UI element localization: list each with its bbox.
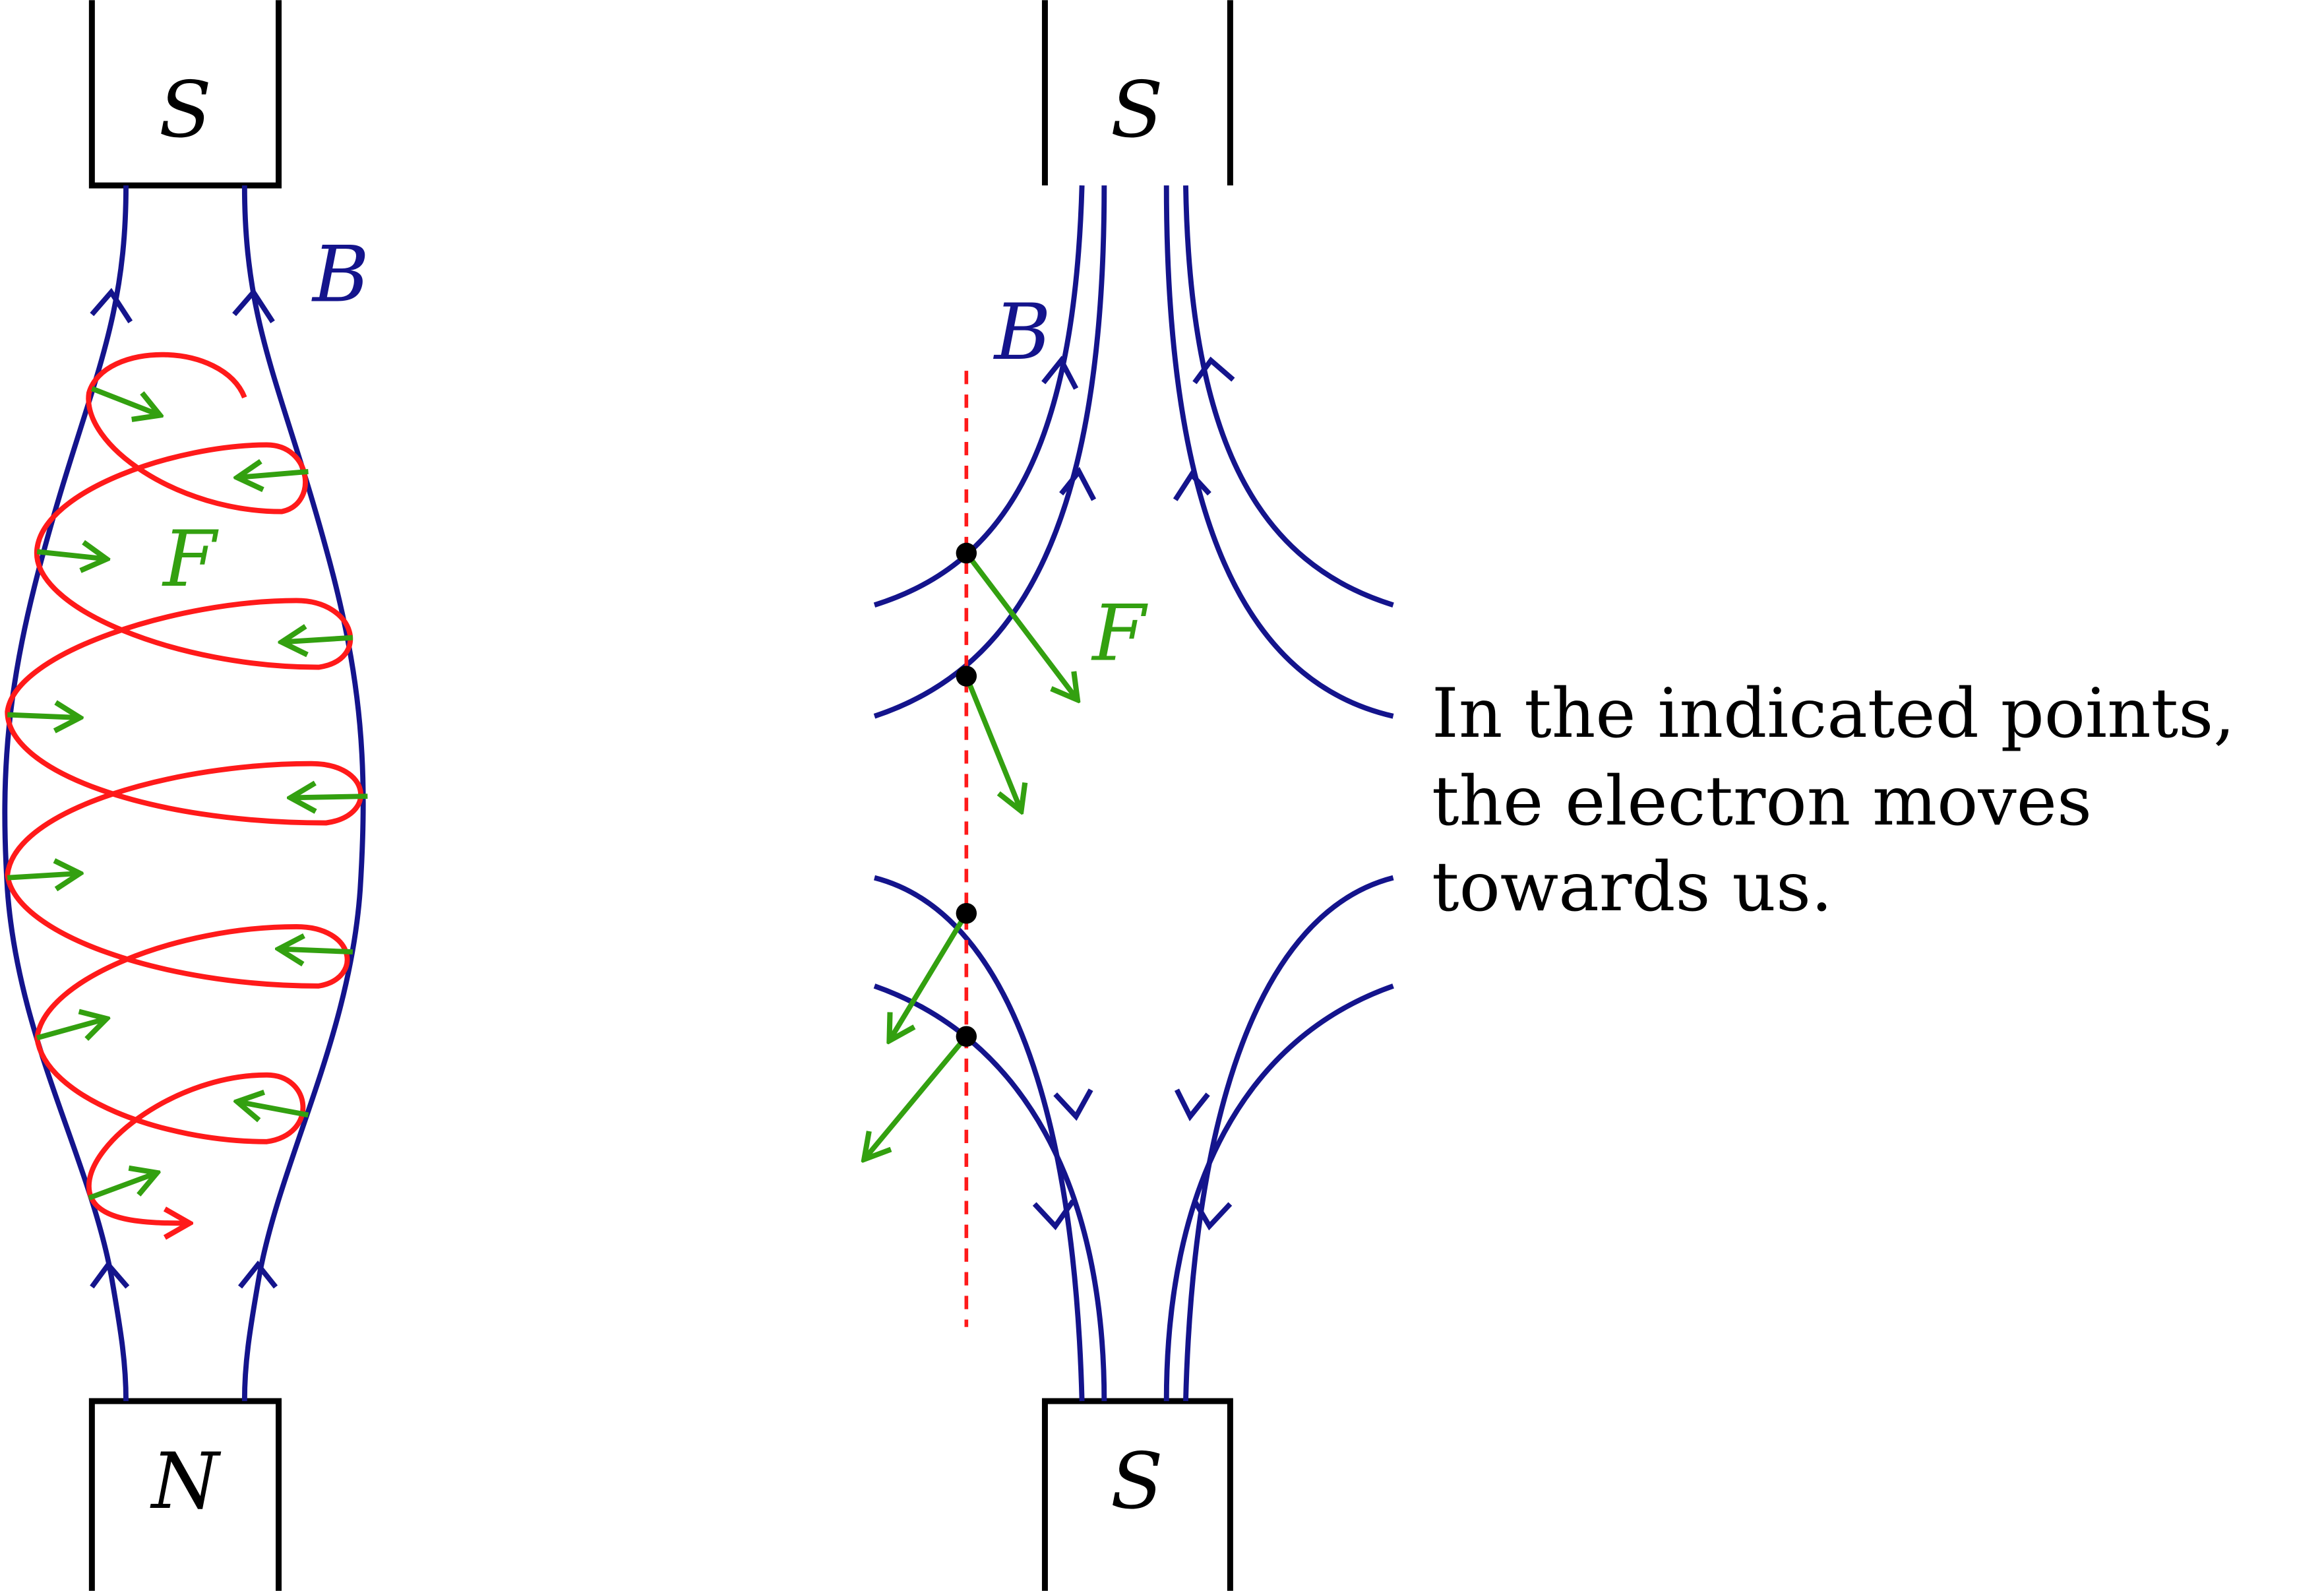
field-label: B <box>311 230 369 319</box>
top-magnet-s <box>1041 0 1233 186</box>
force-vectors <box>7 386 368 1201</box>
field-label: B <box>993 288 1051 377</box>
field-direction-arrows <box>90 288 278 1289</box>
explanatory-note: In the indicated points, the electron mo… <box>1432 674 2235 927</box>
bottom-magnet-n <box>88 1398 282 1591</box>
field-direction-arrows <box>1032 356 1235 1231</box>
force-vectors <box>864 551 1078 1160</box>
magnet-label: S <box>1111 1437 1163 1526</box>
electron-trajectory <box>5 352 363 1224</box>
bottom-magnet-s <box>1041 1398 1233 1591</box>
force-label: F <box>1091 588 1148 678</box>
left-figure: S N B F <box>2 0 369 1591</box>
force-label: F <box>162 515 219 604</box>
note-line: towards us. <box>1432 848 1833 927</box>
right-figure: S S B F <box>864 0 2235 1591</box>
electron-points <box>956 542 977 1047</box>
field-lines <box>873 185 1394 1402</box>
note-line: In the indicated points, <box>1432 674 2235 753</box>
note-line: the electron moves <box>1432 762 2092 841</box>
field-line <box>241 185 366 1402</box>
top-magnet-s <box>88 0 282 189</box>
magnet-label: S <box>159 65 212 155</box>
magnet-label: N <box>150 1437 222 1526</box>
magnet-label: S <box>1111 65 1163 155</box>
